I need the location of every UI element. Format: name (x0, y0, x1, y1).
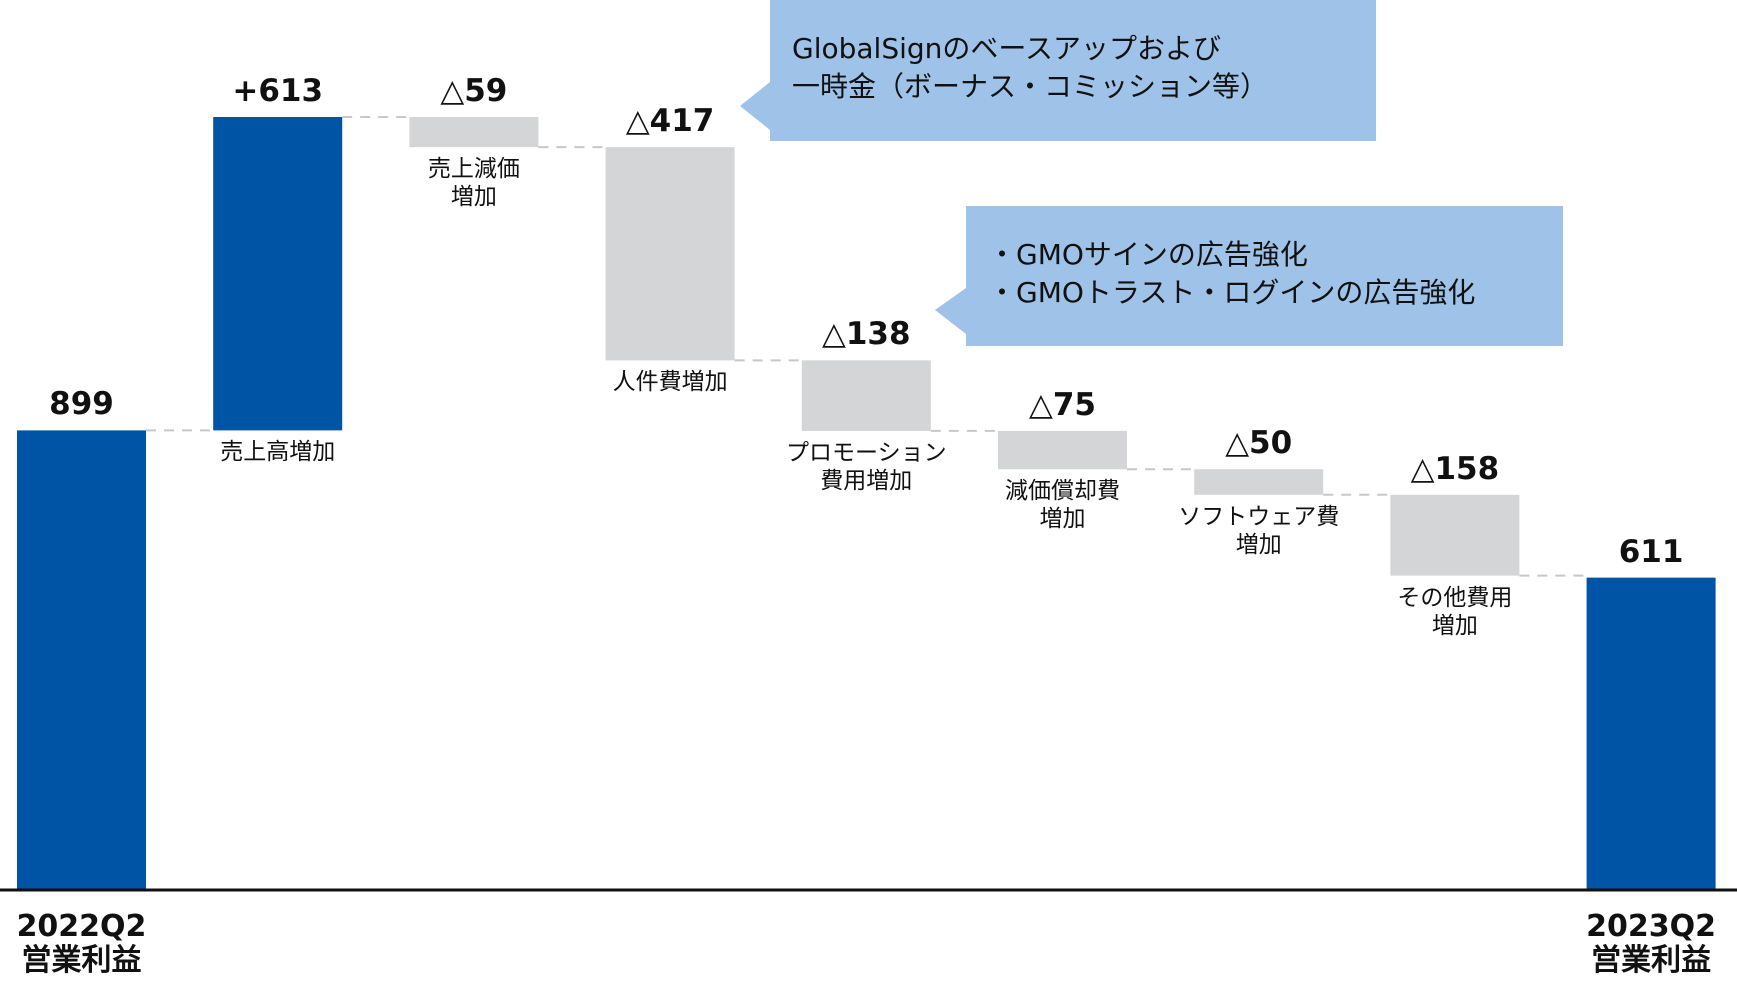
value-label: +613 (232, 73, 324, 109)
bar (1390, 494, 1520, 576)
bar (1586, 577, 1716, 890)
bar (17, 430, 146, 890)
category-label: プロモーション 費用増加 (786, 439, 947, 494)
callout-pointer (740, 82, 770, 130)
category-label: 2023Q2 営業利益 (1586, 909, 1717, 978)
category-label: 減価償却費 増加 (1005, 478, 1120, 533)
category-label: 人件費増加 (612, 369, 728, 396)
category-label: 2022Q2 営業利益 (16, 909, 147, 978)
value-label: △138 (822, 316, 911, 353)
value-label: △50 (1225, 425, 1293, 462)
value-label: △417 (625, 103, 715, 140)
annotation: ・GMOサインの広告強化 ・GMOトラスト・ログインの広告強化 (966, 206, 1563, 346)
bar (409, 116, 539, 148)
bar (998, 430, 1127, 470)
value-label: △158 (1410, 450, 1500, 487)
value-label: △75 (1029, 386, 1096, 423)
category-label: その他費用 増加 (1397, 584, 1513, 639)
value-label: 899 (49, 386, 114, 423)
bar (801, 360, 931, 431)
bar (1194, 469, 1324, 495)
category-label: 売上高増加 (220, 439, 336, 466)
value-label: △59 (440, 73, 508, 109)
value-label: 611 (1618, 533, 1684, 570)
category-label: ソフトウェア費 増加 (1178, 503, 1340, 558)
annotation: GlobalSignのベースアップおよび 一時金（ボーナス・コミッション等） (770, 0, 1376, 141)
callout-pointer (935, 288, 966, 334)
bar (605, 147, 735, 361)
category-label: 売上減価 増加 (427, 156, 520, 211)
bar (213, 116, 343, 431)
